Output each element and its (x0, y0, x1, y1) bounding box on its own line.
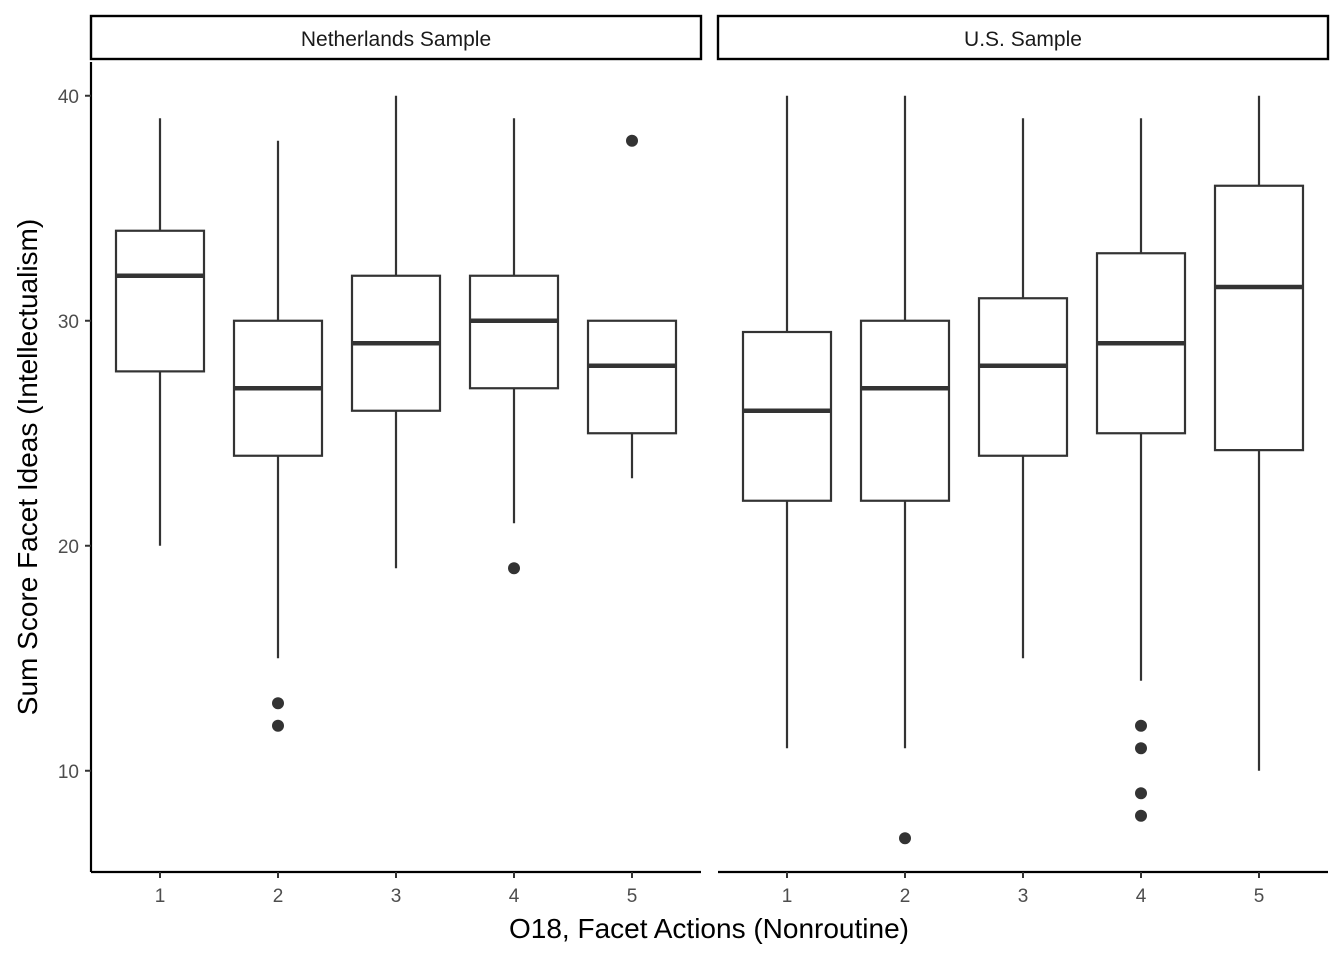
outlier-point (272, 719, 284, 732)
y-tick-label: 30 (58, 312, 79, 333)
x-axis-title: O18, Facet Actions (Nonroutine) (509, 913, 909, 944)
x-tick-label: 1 (155, 886, 166, 907)
outlier-point (508, 562, 520, 575)
facet-strip (716, 14, 1330, 61)
outlier-point (1135, 719, 1147, 732)
facet-strip-label: U.S. Sample (964, 28, 1082, 51)
iqr-box (1213, 184, 1305, 452)
x-tick-label: 5 (627, 886, 638, 907)
facet-strip (89, 14, 703, 61)
y-tick-label: 20 (58, 537, 79, 558)
facet-panels: 1 2 3 4 5 1 2 3 4 5 (91, 95, 1328, 907)
outlier-point (899, 832, 911, 845)
box-plot (741, 95, 833, 749)
box-plot (468, 118, 560, 575)
y-tick-label: 10 (58, 762, 79, 783)
y-tick-label: 40 (58, 87, 79, 108)
y-axis: 10 20 30 40 (58, 62, 93, 872)
x-tick-label: 3 (1018, 886, 1029, 907)
outlier-point (1135, 742, 1147, 755)
x-tick-label: 2 (900, 886, 911, 907)
x-tick-label: 5 (1254, 886, 1265, 907)
box-plot (586, 134, 678, 479)
facet-strips: Netherlands Sample U.S. Sample (89, 14, 1330, 61)
box-plot (859, 95, 951, 845)
iqr-box (977, 297, 1069, 457)
facet-panel: 1 2 3 4 5 (718, 95, 1328, 907)
x-tick-label: 4 (509, 886, 520, 907)
y-axis-title: Sum Score Facet Ideas (Intellectualism) (12, 219, 43, 715)
iqr-box (741, 330, 833, 502)
x-tick-label: 3 (391, 886, 402, 907)
facet-strip-label: Netherlands Sample (301, 28, 491, 51)
box-plot (977, 118, 1069, 659)
x-tick-label: 4 (1136, 886, 1147, 907)
x-tick-label: 1 (782, 886, 793, 907)
iqr-box (114, 229, 206, 373)
iqr-box (586, 319, 678, 435)
box-plot (1095, 118, 1187, 822)
iqr-box (859, 319, 951, 502)
outlier-point (626, 134, 638, 147)
outlier-point (272, 697, 284, 710)
facet-panel: 1 2 3 4 5 (91, 95, 701, 907)
x-tick-label: 2 (273, 886, 284, 907)
outlier-point (1135, 787, 1147, 800)
iqr-box (468, 274, 560, 390)
box-plot (114, 118, 206, 546)
box-plot (1213, 95, 1305, 771)
box-plot (350, 95, 442, 569)
box-plot (232, 140, 324, 732)
outlier-point (1135, 809, 1147, 822)
